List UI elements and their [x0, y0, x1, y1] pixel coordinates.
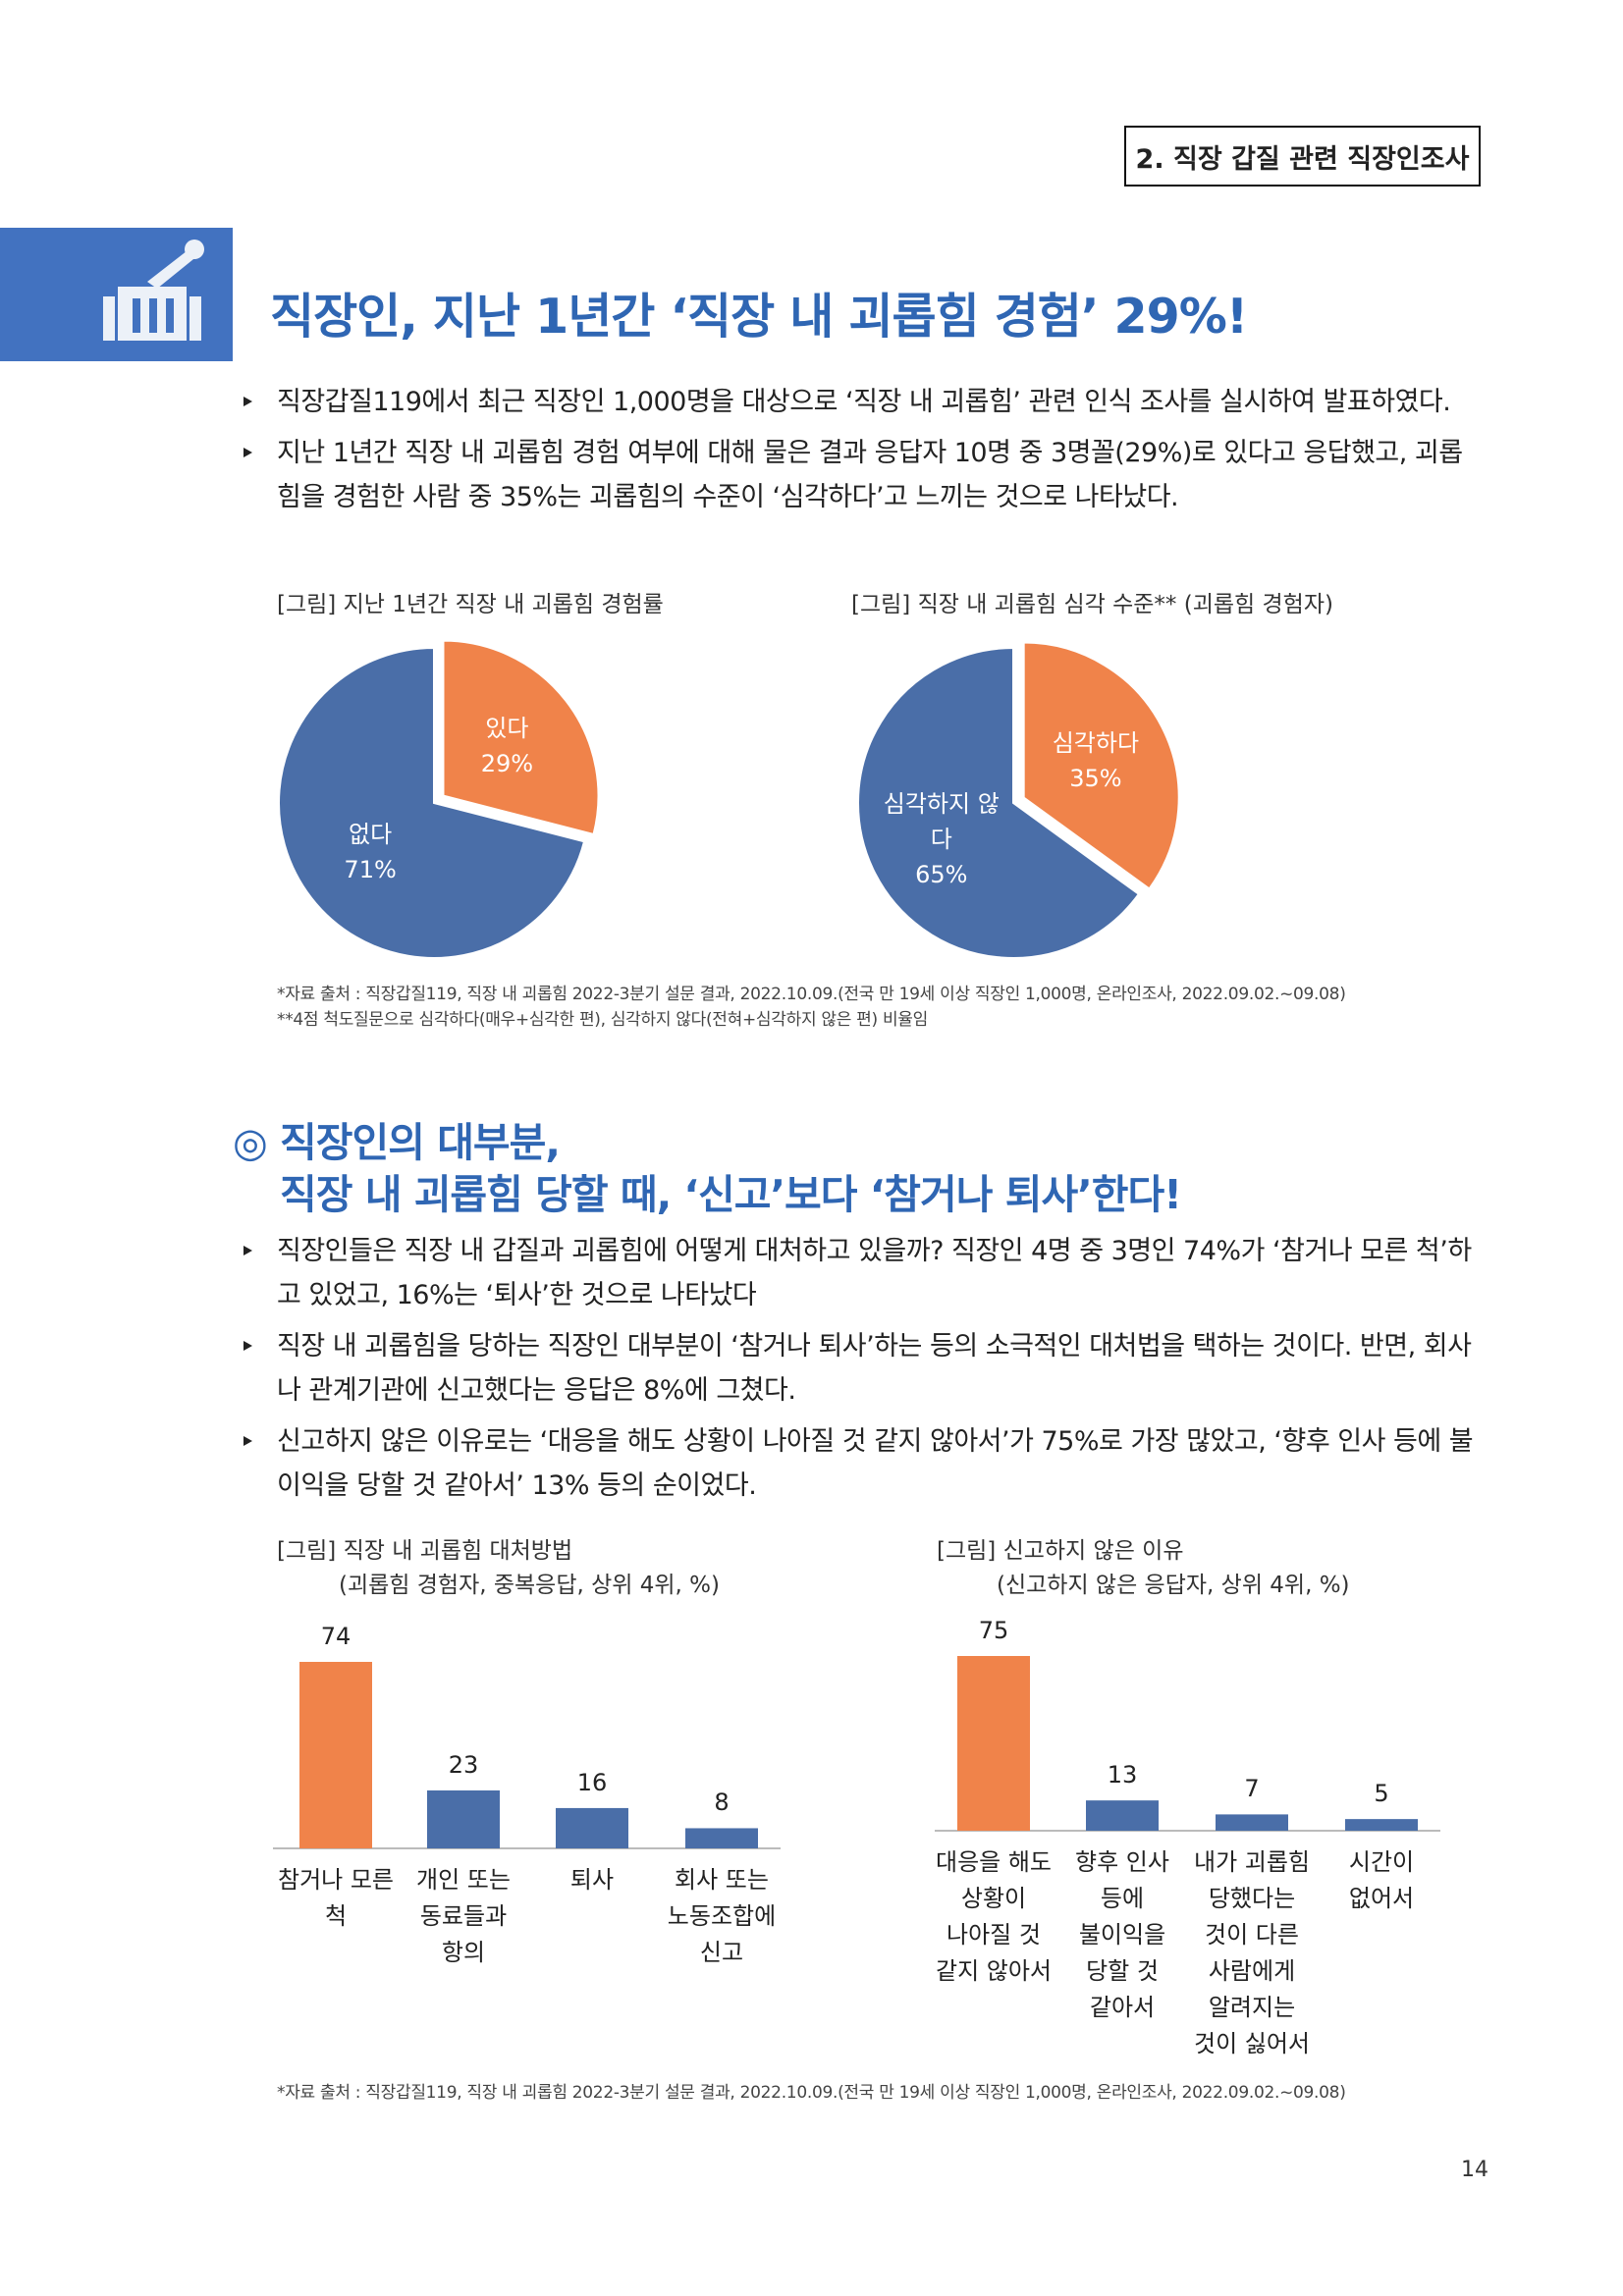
bar — [427, 1789, 500, 1848]
x-tick-label: 퇴사 — [569, 1866, 615, 1894]
pie-slice — [278, 646, 586, 959]
bar-value-label: 75 — [978, 1617, 1009, 1644]
slice-category: 있다 — [485, 715, 529, 743]
section-heading: ◎ 직장인의 대부분, — [233, 1119, 561, 1166]
x-tick-label: 참거나 모른 척 — [277, 1866, 395, 1930]
x-tick-label: 내가 괴롭힘 당했다는 것이 다른 사람에게 알려지는 것이 싫어서 — [1193, 1848, 1311, 2057]
bar — [685, 1828, 758, 1848]
bar-value-label: 23 — [448, 1750, 479, 1779]
slice-label: 없다 71% — [306, 817, 434, 887]
figure-subcaption: (괴롭힘 경험자, 중복응답, 상위 4위, %) — [339, 1573, 721, 1598]
bar — [957, 1656, 1030, 1831]
pie-slice — [857, 646, 1141, 959]
section-heading: 직장 내 괴롭힘 당할 때, ‘신고’보다 ‘참거나 퇴사’한다! — [280, 1171, 1182, 1218]
slice-label: 있다 29% — [443, 711, 570, 781]
bar-plot — [935, 1656, 1440, 1832]
figure-caption: [그림] 지난 1년간 직장 내 괴롭힘 경험률 — [277, 592, 664, 617]
bullet: 지난 1년간 직장 내 괴롭힘 경험 여부에 대해 물은 결과 응답자 10명 … — [243, 431, 1485, 519]
slice-category: 없다 — [349, 821, 393, 849]
figure-caption: [그림] 직장 내 괴롭힘 심각 수준** (괴롭힘 경험자) — [851, 592, 1333, 617]
bullet: 직장갑질119에서 최근 직장인 1,000명을 대상으로 ‘직장 내 괴롭힘’… — [243, 380, 1485, 424]
bar — [1086, 1800, 1159, 1831]
bullet-list: 직장인들은 직장 내 갑질과 괴롭힘에 어떻게 대처하고 있을까? 직장인 4명… — [243, 1229, 1485, 1515]
bar — [556, 1807, 628, 1848]
slice-value: 35% — [1069, 765, 1122, 793]
slice-value: 71% — [344, 856, 397, 884]
section-tag: 2. 직장 갑질 관련 직장인조사 — [1124, 126, 1481, 187]
figure-caption: [그림] 신고하지 않은 이유 — [937, 1538, 1184, 1564]
slice-value: 65% — [915, 861, 968, 889]
bullet-list: 직장갑질119에서 최근 직장인 1,000명을 대상으로 ‘직장 내 괴롭힘’… — [243, 380, 1485, 526]
figure-subcaption: (신고하지 않은 응답자, 상위 4위, %) — [997, 1573, 1350, 1598]
bar — [299, 1662, 372, 1848]
slice-category: 심각하지 않다 — [883, 790, 1000, 854]
bar-value-label: 5 — [1374, 1780, 1389, 1808]
source-note: **4점 척도질문으로 심각하다(매우+심각한 편), 심각하지 않다(전혀+심… — [277, 1010, 928, 1030]
bar-plot — [273, 1662, 781, 1849]
slice-value: 29% — [480, 750, 534, 778]
bar-value-label: 16 — [576, 1768, 608, 1796]
bar-value-label: 13 — [1107, 1761, 1138, 1789]
pie-slice — [1022, 641, 1180, 890]
bar-value-label: 74 — [320, 1623, 352, 1650]
bar — [1216, 1814, 1288, 1831]
x-tick-label: 개인 또는 동료들과 항의 — [416, 1866, 511, 1966]
slice-label: 심각하다 35% — [1032, 725, 1160, 796]
x-tick-label: 향후 인사 등에 불이익을 당할 것 같아서 — [1075, 1848, 1169, 2021]
bullet: 직장인들은 직장 내 갑질과 괴롭힘에 어떻게 대처하고 있을까? 직장인 4명… — [243, 1229, 1485, 1317]
page-title: 직장인, 지난 1년간 ‘직장 내 괴롭힘 경험’ 29%! — [270, 289, 1248, 345]
bullet: 직장 내 괴롭힘을 당하는 직장인 대부분이 ‘참거나 퇴사’하는 등의 소극적… — [243, 1324, 1485, 1413]
title-icon — [103, 240, 204, 341]
slice-label: 심각하지 않다 65% — [878, 786, 1005, 892]
bar — [1345, 1819, 1418, 1831]
title-icon-box — [0, 228, 233, 361]
x-tick-label: 대응을 해도 상황이 나아질 것 같지 않아서 — [935, 1848, 1053, 1985]
pie-plot — [278, 639, 600, 959]
source-note: *자료 출처 : 직장갑질119, 직장 내 괴롭힘 2022-3분기 설문 결… — [277, 2083, 1346, 2103]
pie-slice — [442, 639, 600, 836]
bar-value-label: 7 — [1244, 1775, 1260, 1803]
bar-value-label: 8 — [714, 1789, 730, 1817]
figure-caption: [그림] 직장 내 괴롭힘 대처방법 — [277, 1538, 573, 1564]
x-tick-label: 회사 또는 노동조합에 신고 — [667, 1866, 777, 1966]
pie-plot — [857, 641, 1180, 959]
slice-category: 심각하다 — [1052, 729, 1140, 758]
page-number: 14 — [1461, 2158, 1488, 2182]
bullet: 신고하지 않은 이유로는 ‘대응을 해도 상황이 나아질 것 같지 않아서’가 … — [243, 1419, 1485, 1508]
x-tick-label: 시간이 없어서 — [1348, 1848, 1415, 1912]
source-note: *자료 출처 : 직장갑질119, 직장 내 괴롭힘 2022-3분기 설문 결… — [277, 985, 1346, 1004]
